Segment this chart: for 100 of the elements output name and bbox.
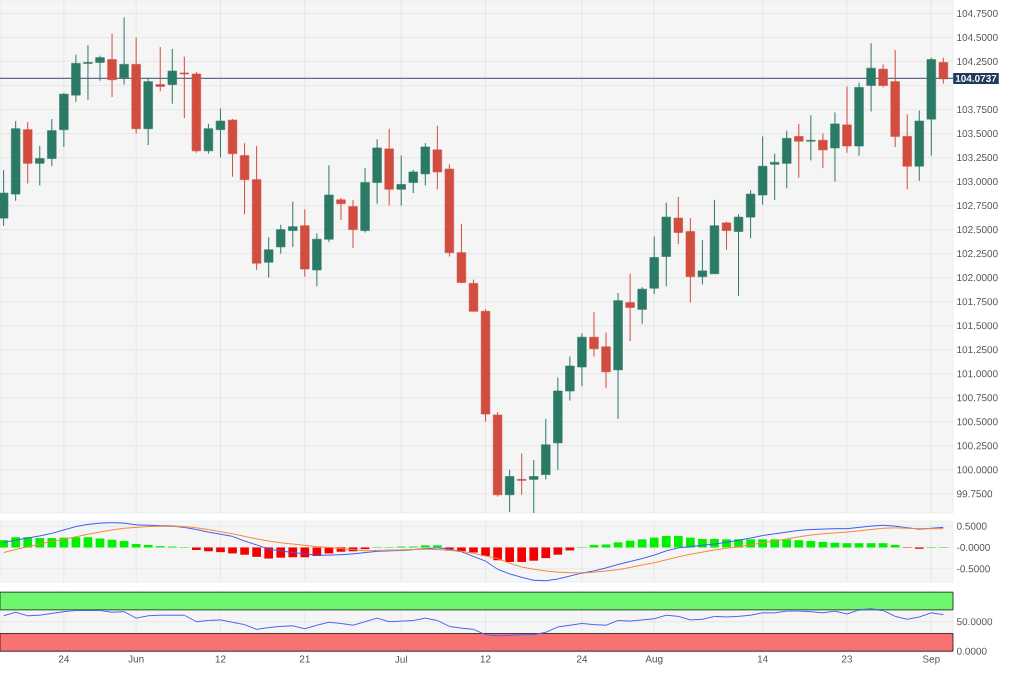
x-tick-label: 24 — [576, 655, 588, 663]
bar — [649, 537, 659, 548]
candlestick — [95, 55, 105, 82]
bar — [613, 542, 623, 548]
y-tick-label: 0.0000 — [956, 647, 987, 655]
y-tick-label: -0.5000 — [956, 565, 990, 573]
bar — [661, 535, 671, 548]
x-tick-label: Jun — [128, 655, 144, 663]
candlestick — [408, 169, 418, 194]
candlestick — [866, 42, 876, 112]
candlestick — [167, 48, 177, 105]
bar — [505, 547, 514, 562]
y-tick-label: 100.0000 — [957, 466, 998, 474]
candlestick — [215, 108, 226, 159]
candlestick — [119, 16, 129, 86]
y-tick-label: 104.5000 — [957, 33, 998, 41]
candlestick — [107, 33, 117, 98]
candlestick — [432, 125, 442, 190]
x-tick-label: 21 — [299, 655, 310, 663]
candlestick — [938, 57, 949, 85]
candlestick — [276, 224, 286, 255]
candlestick — [288, 201, 298, 248]
y-tick-label: 50.0000 — [956, 618, 993, 626]
y-tick-label: 101.5000 — [957, 322, 998, 330]
y-tick-label: 100.5000 — [957, 418, 998, 426]
y-tick-label: -0.0000 — [956, 543, 990, 551]
y-tick-label: 103.7500 — [957, 105, 998, 114]
y-tick-label: 101.2500 — [957, 346, 998, 354]
bar — [228, 547, 237, 554]
y-tick-label: 102.5000 — [957, 226, 998, 234]
candlestick — [155, 46, 165, 92]
x-tick-label: Jul — [394, 655, 407, 663]
bar — [601, 544, 611, 548]
candlestick — [529, 459, 539, 514]
candlestick — [179, 56, 189, 119]
y-tick-label: 102.7500 — [957, 202, 998, 210]
bar — [216, 547, 225, 553]
candlestick — [348, 199, 358, 249]
y-tick-label: 103.5000 — [957, 130, 998, 138]
candlestick — [203, 123, 214, 155]
x-tick-label: 14 — [757, 655, 768, 663]
y-tick-label: 103.2500 — [957, 154, 998, 162]
bar — [637, 539, 647, 548]
x-tick-label: Aug — [645, 655, 663, 665]
y-tick-label: 102.2500 — [957, 250, 998, 258]
candlestick — [818, 133, 828, 169]
candlestick — [505, 469, 515, 513]
y-tick-label: 101.7500 — [957, 298, 998, 306]
candlestick — [842, 85, 852, 154]
bar — [517, 547, 527, 562]
y-tick-label: 102.0000 — [957, 274, 998, 282]
candlestick — [625, 273, 635, 342]
bar — [673, 535, 683, 548]
bar — [204, 547, 213, 552]
candlestick — [83, 44, 93, 101]
bar — [420, 545, 430, 548]
candlestick — [35, 145, 45, 186]
x-tick-label: 12 — [215, 655, 226, 663]
candlestick — [745, 189, 756, 239]
candlestick — [396, 155, 406, 207]
bar — [529, 547, 539, 561]
y-tick-label: 104.7500 — [957, 9, 998, 17]
bar — [565, 547, 575, 551]
candlestick — [878, 63, 888, 88]
candlestick — [264, 236, 274, 279]
x-tick-label: 23 — [841, 655, 853, 663]
y-tick-label: 0.5000 — [956, 522, 987, 530]
bar — [794, 540, 804, 548]
bar — [469, 547, 478, 553]
y-tick-label: 100.2500 — [957, 442, 998, 450]
candlestick — [794, 123, 804, 179]
y-tick-label: 99.7500 — [957, 490, 993, 498]
y-tick-label: 101.0000 — [957, 370, 998, 378]
x-tick-label: Sep — [922, 655, 940, 665]
candlestick — [517, 452, 527, 496]
candlestick — [336, 197, 346, 221]
bar — [95, 538, 105, 548]
y-tick-label: 100.7500 — [957, 394, 998, 402]
candlestick — [721, 221, 732, 251]
candlestick — [770, 153, 780, 201]
bar — [192, 547, 201, 551]
bar — [553, 547, 563, 555]
y-tick-label: 103.0000 — [957, 178, 998, 186]
bar — [83, 537, 93, 548]
y-tick-label: 104.2500 — [957, 57, 998, 66]
bar — [240, 547, 249, 555]
bar — [541, 547, 551, 559]
ref-line-label: 104.0737 — [955, 74, 997, 82]
candlestick — [673, 196, 683, 245]
candlestick — [637, 286, 647, 325]
candlestick — [589, 311, 599, 357]
candlestick — [733, 213, 744, 297]
x-tick-label: 24 — [58, 655, 70, 663]
candlestick — [806, 114, 816, 161]
x-tick-label: 12 — [480, 655, 491, 663]
bar — [481, 547, 490, 556]
bar — [457, 547, 466, 552]
candlestick — [697, 239, 708, 285]
bar — [782, 539, 792, 548]
bar — [252, 547, 261, 557]
